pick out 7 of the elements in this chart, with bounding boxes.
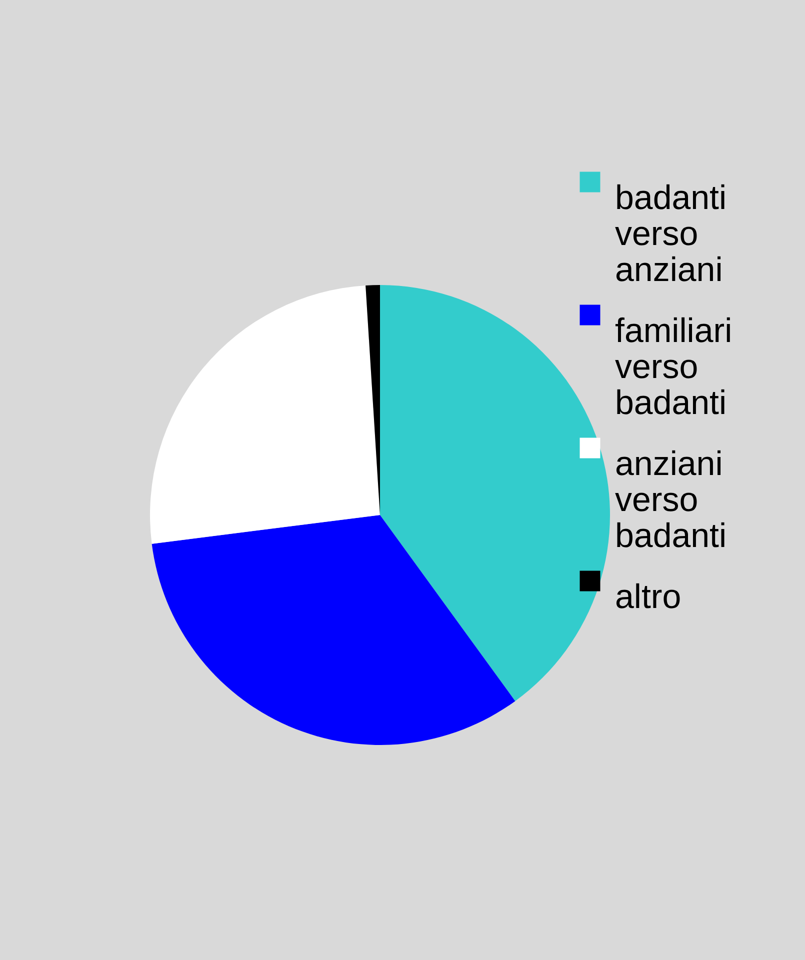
pie-slice [152, 515, 516, 745]
legend-label: altro [615, 578, 682, 616]
legend-label: familiari verso badanti [615, 312, 732, 422]
pie-slice [150, 285, 380, 544]
legend-label: badanti verso anziani [615, 179, 727, 289]
legend-label: anziani verso badanti [615, 445, 727, 555]
pie-slice [380, 285, 610, 702]
